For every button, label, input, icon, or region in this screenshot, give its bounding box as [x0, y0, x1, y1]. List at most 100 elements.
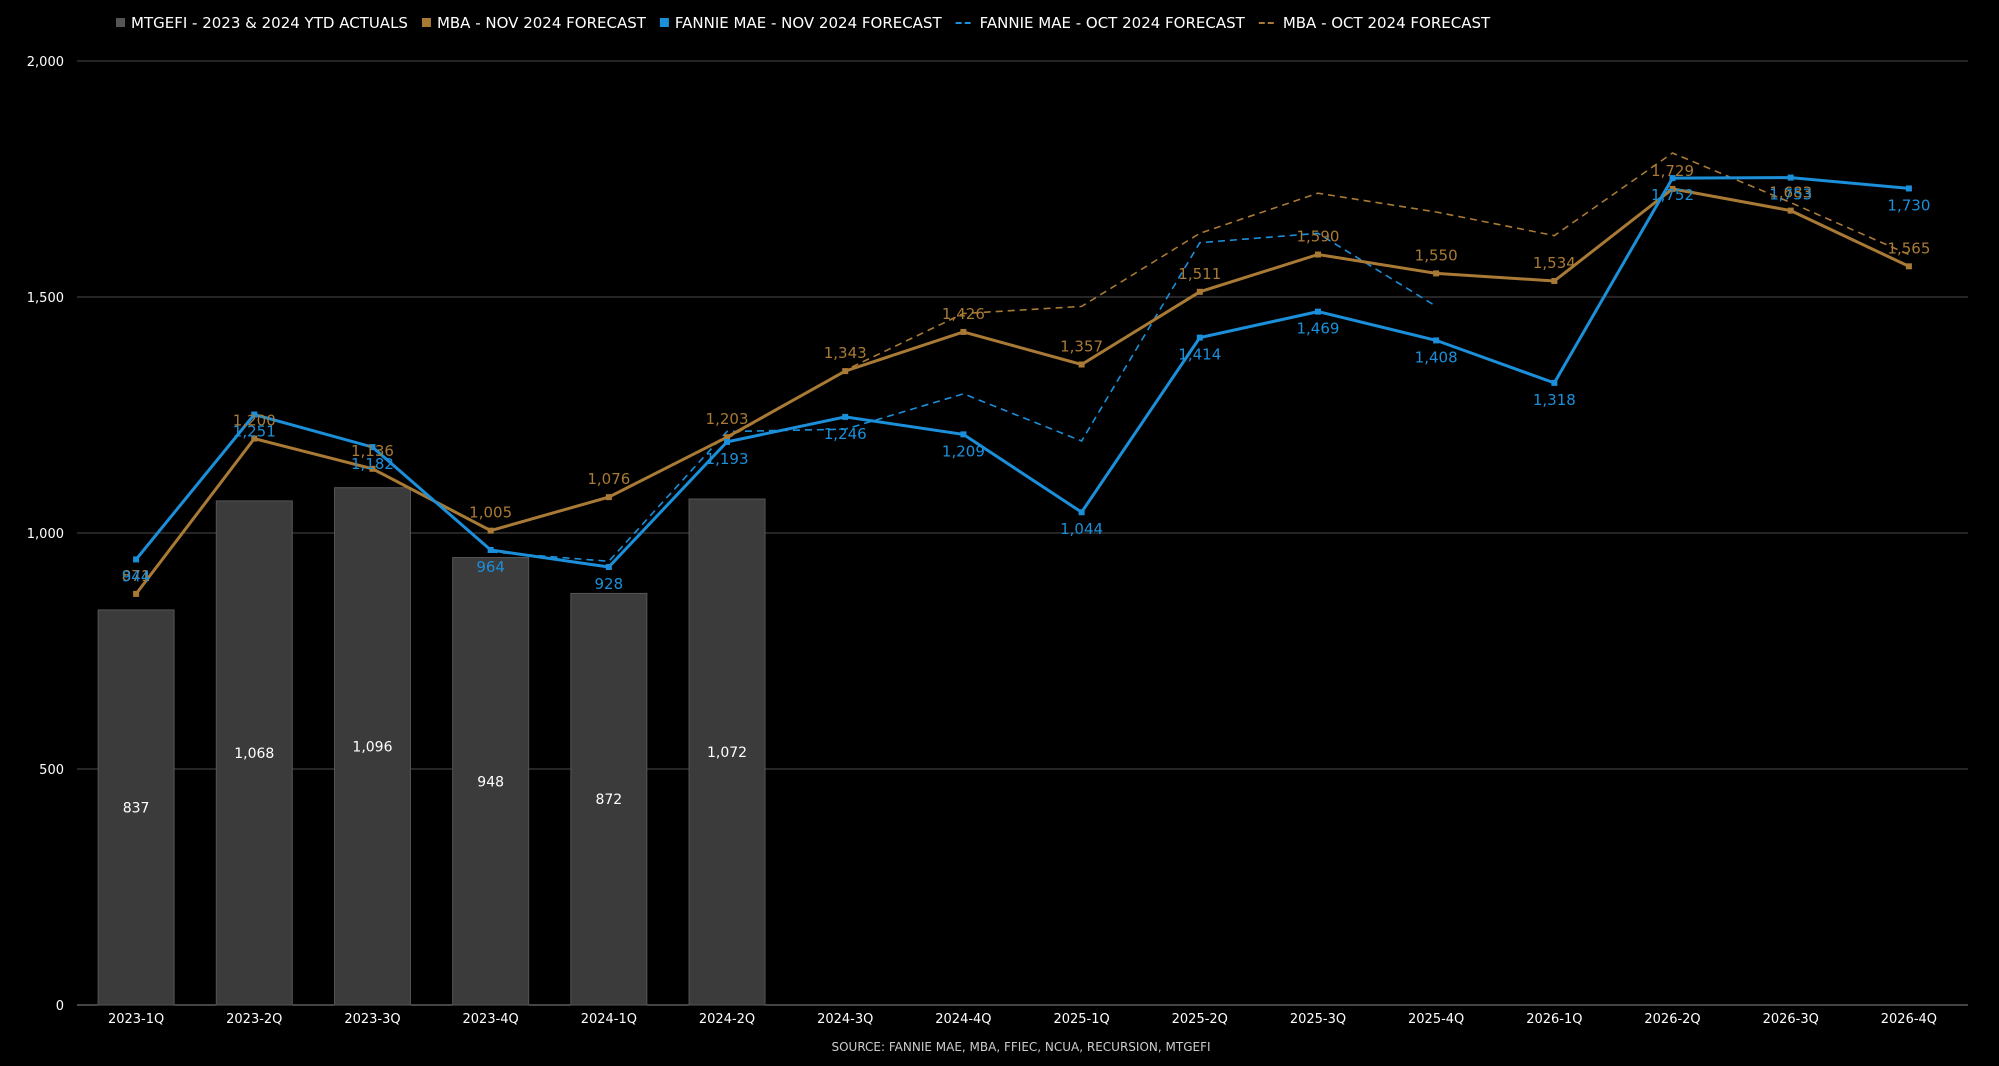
fannie-data-label: 1,730 — [1887, 196, 1930, 214]
mba-data-label: 1,590 — [1296, 228, 1339, 246]
x-tick-label: 2025-1Q — [1053, 1012, 1109, 1027]
fannie-data-label: 1,408 — [1415, 348, 1458, 366]
bar-value-label: 1,096 — [352, 739, 392, 755]
mba-data-label: 1,729 — [1651, 162, 1694, 180]
legend: MTGEFI - 2023 & 2024 YTD ACTUALS MBA - NO… — [116, 14, 1491, 32]
series-marker — [1433, 337, 1440, 344]
legend-label: FANNIE MAE - OCT 2024 FORECAST — [980, 14, 1246, 32]
mba-data-label: 1,343 — [824, 344, 867, 362]
bar — [570, 592, 648, 1006]
y-tick-label: 500 — [39, 763, 64, 778]
legend-label: MTGEFI - 2023 & 2024 YTD ACTUALS — [131, 14, 408, 32]
fannie-data-label: 928 — [595, 575, 624, 593]
series-marker — [724, 438, 731, 445]
bar-value-label: 837 — [123, 800, 150, 816]
x-tick-label: 2025-4Q — [1408, 1012, 1464, 1027]
series-marker — [1787, 174, 1794, 181]
series-marker — [133, 556, 140, 563]
bar-value-label: 1,072 — [707, 745, 747, 761]
mba-data-label: 1,076 — [587, 470, 630, 488]
mba-data-label: 1,426 — [942, 305, 985, 323]
series-marker — [724, 434, 731, 441]
series-line — [134, 176, 1910, 569]
x-tick-label: 2024-3Q — [817, 1012, 873, 1027]
y-tick-label: 1,500 — [27, 291, 64, 306]
bar — [333, 487, 411, 1006]
x-tick-label: 2023-2Q — [226, 1012, 282, 1027]
x-tick-label: 2026-4Q — [1881, 1012, 1937, 1027]
legend-item: MTGEFI - 2023 & 2024 YTD ACTUALS — [116, 14, 408, 32]
mba-data-label: 1,200 — [233, 412, 276, 430]
fannie-data-label: 1,753 — [1769, 186, 1812, 204]
mba-data-label: 1,511 — [1178, 265, 1221, 283]
fannie-data-label: 1,182 — [351, 455, 394, 473]
mba-data-label: 1,005 — [469, 504, 512, 522]
series-marker — [1196, 334, 1203, 341]
legend-label: MBA - OCT 2024 FORECAST — [1283, 14, 1491, 32]
bar — [215, 500, 293, 1006]
fannie-data-label: 944 — [122, 567, 151, 585]
series-marker — [960, 328, 967, 335]
series-marker — [605, 494, 612, 501]
bar-value-label: 1,068 — [234, 746, 274, 762]
source-note: SOURCE: FANNIE MAE, MBA, FFIEC, NCUA, RE… — [831, 1040, 1210, 1054]
fannie-data-label: 1,251 — [233, 423, 276, 441]
mba-data-label: 1,136 — [351, 442, 394, 460]
series-marker — [1078, 361, 1085, 368]
series-marker — [1787, 207, 1794, 214]
bar-value-label: 948 — [477, 774, 504, 790]
series-marker — [1078, 509, 1085, 516]
y-axis-ticks: 0 500 1,000 1,500 2,000 — [27, 55, 64, 1014]
legend-item: MBA - OCT 2024 FORECAST — [1258, 14, 1491, 32]
legend-item: FANNIE MAE - NOV 2024 FORECAST — [659, 14, 943, 32]
legend-label: FANNIE MAE - NOV 2024 FORECAST — [675, 14, 943, 32]
forecast-lines — [133, 152, 1912, 597]
series-marker — [1669, 175, 1676, 182]
series-line-dashed — [490, 232, 1437, 563]
mba-data-label: 1,357 — [1060, 337, 1103, 355]
series-marker — [369, 465, 376, 472]
series-marker — [842, 413, 849, 420]
series-marker — [1551, 277, 1558, 284]
x-tick-label: 2026-2Q — [1644, 1012, 1700, 1027]
mba-data-label: 1,550 — [1415, 246, 1458, 264]
series-line-dashed — [726, 152, 1910, 440]
fannie-data-label: 1,209 — [942, 442, 985, 460]
bar — [688, 498, 766, 1006]
bars-actuals — [97, 487, 766, 1006]
x-tick-label: 2026-1Q — [1526, 1012, 1582, 1027]
x-tick-label: 2024-4Q — [935, 1012, 991, 1027]
series-marker — [1433, 270, 1440, 277]
fannie-data-label: 1,246 — [824, 425, 867, 443]
series-marker — [1905, 263, 1912, 270]
x-tick-label: 2023-1Q — [108, 1012, 164, 1027]
bar — [97, 609, 175, 1006]
bar-value-label: 872 — [595, 792, 622, 808]
mba-data-label: 1,683 — [1769, 184, 1812, 202]
fannie-data-label: 1,752 — [1651, 186, 1694, 204]
legend-swatch — [421, 18, 431, 27]
legend-swatch — [116, 18, 125, 27]
series-marker — [1905, 185, 1912, 192]
data-labels: 837 1,068 1,096 948 872 1,072 871 1,200 1,136 1,0… — [122, 162, 1931, 817]
mba-data-label: 1,534 — [1533, 254, 1576, 272]
x-tick-label: 2024-2Q — [699, 1012, 755, 1027]
legend-swatch — [659, 18, 669, 27]
fannie-data-label: 964 — [476, 558, 505, 576]
series-marker — [487, 546, 494, 553]
mba-data-label: 1,203 — [706, 410, 749, 428]
series-marker — [960, 431, 967, 438]
series-marker — [251, 435, 258, 442]
legend-label: MBA - NOV 2024 FORECAST — [437, 14, 647, 32]
legend-item: FANNIE MAE - OCT 2024 FORECAST — [955, 14, 1246, 32]
x-tick-label: 2023-4Q — [463, 1012, 519, 1027]
series-marker — [1669, 185, 1676, 192]
series-marker — [369, 444, 376, 451]
y-tick-label: 1,000 — [27, 527, 64, 542]
y-tick-label: 0 — [56, 999, 64, 1014]
series-marker — [1551, 379, 1558, 386]
series-marker — [133, 590, 140, 597]
fannie-data-label: 1,044 — [1060, 520, 1103, 538]
bar — [452, 557, 530, 1006]
fannie-data-label: 1,193 — [706, 450, 749, 468]
